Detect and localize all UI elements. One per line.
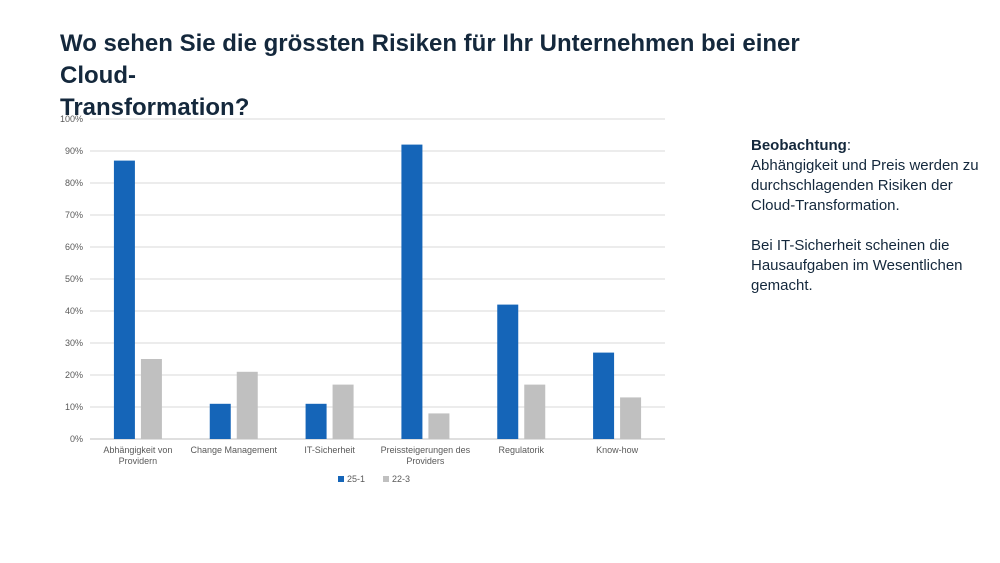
bar-25-1 xyxy=(209,403,231,439)
bar-22-3 xyxy=(332,384,354,439)
bar-25-1 xyxy=(305,403,327,439)
bar-22-3 xyxy=(428,413,450,439)
y-tick-label: 70% xyxy=(65,210,83,220)
bar-22-3 xyxy=(140,359,162,439)
observation-paragraph-1: Abhängigkeit und Preis werden zu durchsc… xyxy=(751,157,979,214)
bar-25-1 xyxy=(497,304,519,439)
y-tick-label: 80% xyxy=(65,178,83,188)
bar-22-3 xyxy=(620,397,642,439)
legend-label-25-1: 25-1 xyxy=(347,474,365,484)
y-tick-label: 20% xyxy=(65,370,83,380)
title-line-2: Transformation? xyxy=(60,94,250,121)
legend-label-22-3: 22-3 xyxy=(392,474,410,484)
bar-25-1 xyxy=(401,144,423,439)
bar-25-1 xyxy=(593,352,615,439)
observation-heading-line: Beobachtung: xyxy=(751,136,986,156)
observation-heading: Beobachtung xyxy=(751,137,847,154)
x-category-label: Abhängigkeit von xyxy=(103,445,172,455)
x-category-label: Know-how xyxy=(596,445,639,455)
y-tick-label: 100% xyxy=(60,114,83,124)
x-category-label: Providern xyxy=(119,456,158,466)
legend-swatch-22-3 xyxy=(383,476,389,482)
observation-heading-colon: : xyxy=(846,137,852,154)
bar-22-3 xyxy=(236,371,258,439)
y-tick-label: 30% xyxy=(65,338,83,348)
x-category-label: Providers xyxy=(406,456,445,466)
legend-swatch-25-1 xyxy=(338,476,344,482)
x-category-label: Change Management xyxy=(190,445,277,455)
bar-chart: 0% 10% 20% 30% 40% 50% 60% 70% 80% 90% 100% Abhängi… xyxy=(60,114,665,484)
y-tick-label: 40% xyxy=(65,306,83,316)
page-title: Wo sehen Sie die grössten Risiken für Ih… xyxy=(60,28,880,124)
y-tick-label: 10% xyxy=(65,402,83,412)
y-tick-label: 90% xyxy=(65,146,83,156)
observation-paragraph-2: Bei IT-Sicherheit scheinen die Hausaufga… xyxy=(751,237,963,294)
title-line-1: Wo sehen Sie die grössten Risiken für Ih… xyxy=(60,30,800,89)
x-category-label: IT-Sicherheit xyxy=(304,445,355,455)
y-tick-label: 60% xyxy=(65,242,83,252)
y-tick-label: 0% xyxy=(70,434,83,444)
bar-25-1 xyxy=(113,160,135,439)
y-tick-label: 50% xyxy=(65,274,83,284)
x-category-label: Regulatorik xyxy=(498,445,544,455)
x-category-label: Preissteigerungen des xyxy=(381,445,471,455)
observation-box: Beobachtung: Abhängigkeit und Preis werd… xyxy=(751,136,986,296)
bar-22-3 xyxy=(524,384,546,439)
